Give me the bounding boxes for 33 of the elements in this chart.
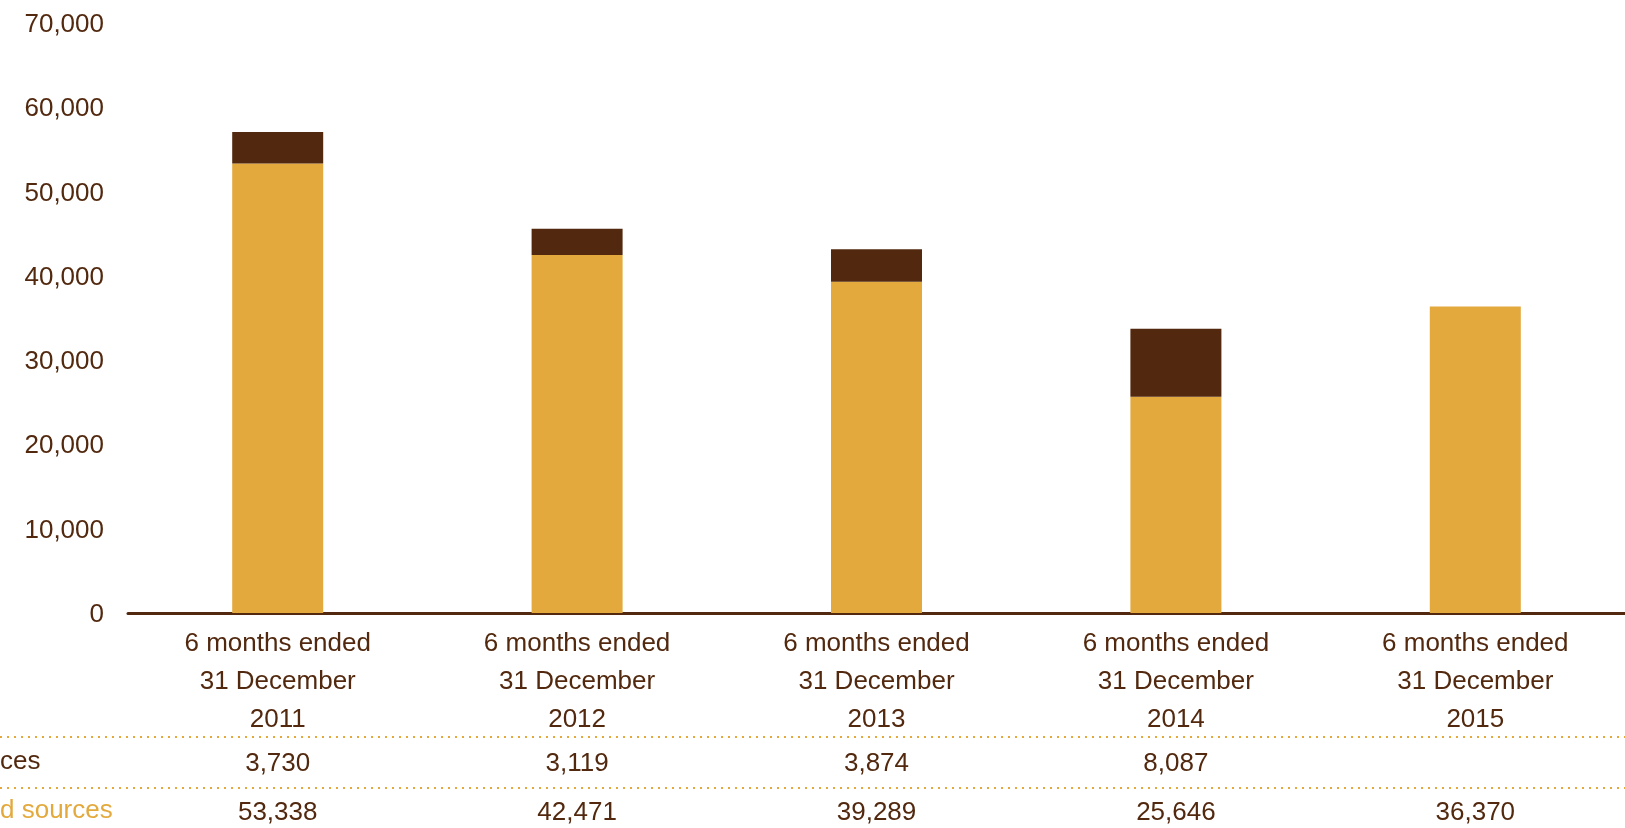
data-label: 39,289: [836, 796, 917, 826]
bar: [232, 132, 324, 164]
data-label: 3,730: [245, 747, 311, 777]
x-tick-label: 6 months ended 31 December 2014: [1082, 627, 1270, 733]
x-tick-label: 6 months ended 31 December 2011: [184, 627, 371, 733]
y-tick-label: 10,000: [24, 513, 104, 544]
bar: [1429, 306, 1521, 613]
x-tick-label: 6 months ended 31 December 2013: [783, 627, 970, 733]
y-tick-label: 60,000: [24, 92, 104, 123]
data-label: 36,370: [1435, 796, 1516, 826]
data-label: 25,646: [1136, 796, 1216, 826]
y-tick-label: 50,000: [24, 176, 104, 207]
y-tick-label: 20,000: [24, 429, 104, 460]
bar: [531, 255, 623, 613]
text: d sources: [0, 794, 113, 824]
bar: [1130, 396, 1222, 613]
data-label: 53,338: [237, 796, 318, 826]
data-label: 42,471: [537, 796, 617, 826]
bar: [831, 281, 922, 613]
data-label: 3,874: [843, 747, 910, 777]
bar: [232, 163, 324, 613]
x-tick-label: 6 months ended 31 December 2015: [1382, 627, 1569, 733]
text: ces: [0, 745, 41, 775]
y-tick-label: 30,000: [24, 345, 104, 376]
y-tick-label: 0: [89, 598, 104, 628]
bar: [531, 228, 623, 256]
y-tick-label: 40,000: [24, 260, 104, 291]
data-label: 3,119: [545, 747, 609, 777]
x-tick-label: 6 months ended 31 December 2012: [483, 627, 671, 733]
data-label: 8,087: [1143, 747, 1209, 777]
y-tick-label: 70,000: [24, 8, 104, 38]
bar: [1130, 328, 1222, 397]
bar: [831, 249, 922, 282]
